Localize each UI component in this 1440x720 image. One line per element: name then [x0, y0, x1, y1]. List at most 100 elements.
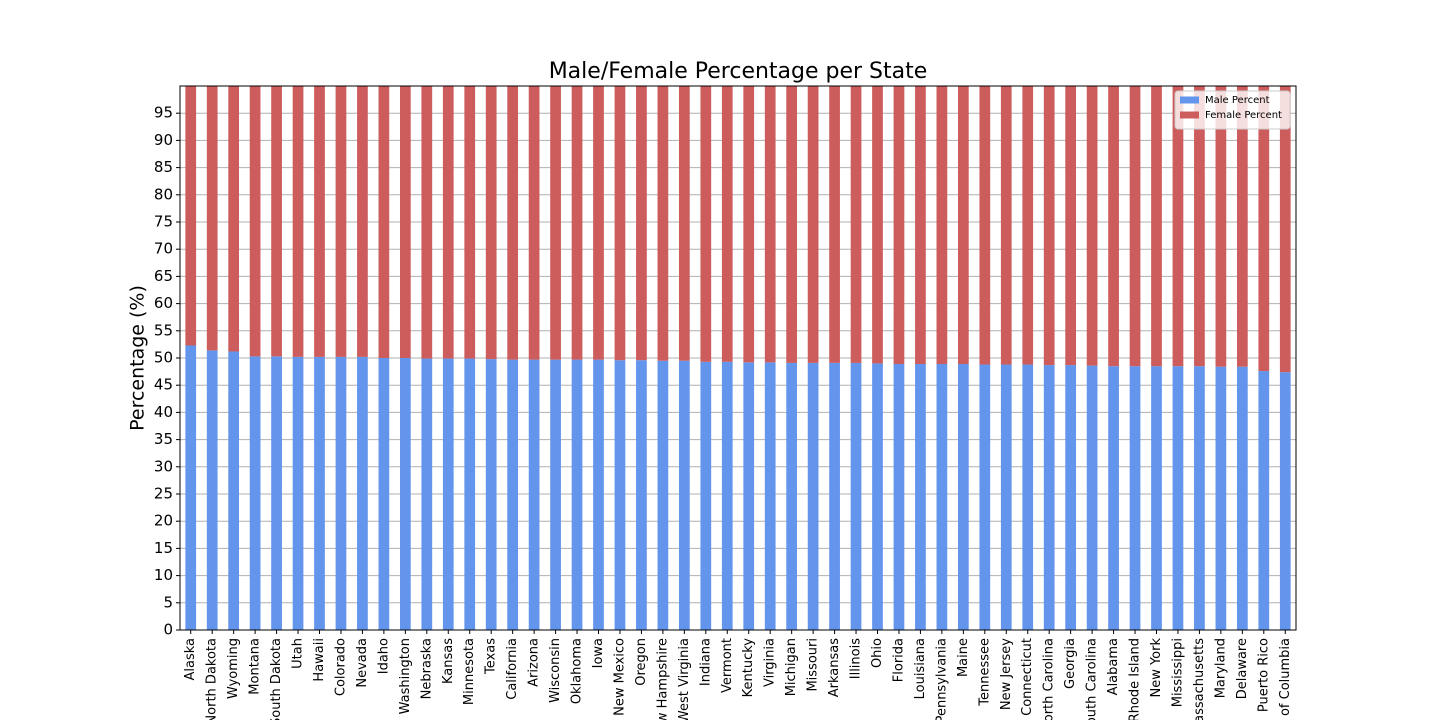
- bar-segment: [378, 358, 390, 630]
- bar-segment: [249, 356, 261, 630]
- bar-segment: [528, 86, 540, 360]
- bar-segment: [1215, 86, 1227, 367]
- bar-segment: [1043, 365, 1055, 630]
- bar-segment: [335, 356, 347, 630]
- bar-segment: [1258, 371, 1270, 630]
- x-tick-label: Maine: [956, 638, 971, 677]
- x-tick-label: Nevada: [355, 638, 370, 688]
- bar-segment: [721, 86, 733, 362]
- x-tick-label: Puerto Rico: [1256, 638, 1271, 712]
- bar-segment: [485, 359, 497, 630]
- bar-segment: [1022, 364, 1034, 630]
- x-tick-label: West Virginia: [677, 638, 692, 720]
- bar-segment: [1236, 86, 1248, 367]
- x-tick-label: Georgia: [1063, 638, 1078, 689]
- bar-segment: [936, 363, 948, 630]
- bar-segment: [700, 361, 712, 630]
- bar-segment: [1194, 86, 1205, 367]
- y-tick-label: 10: [154, 566, 173, 584]
- bar-segment: [636, 86, 647, 361]
- y-tick-label: 25: [154, 485, 173, 503]
- bar-segment: [936, 86, 948, 364]
- legend-swatch: [1180, 96, 1199, 104]
- x-tick-label: Washington: [398, 638, 413, 714]
- bar-segment: [1000, 364, 1012, 630]
- bar-segment: [185, 345, 197, 630]
- x-tick-label: Idaho: [376, 638, 391, 674]
- legend-swatch: [1180, 111, 1199, 119]
- x-tick-label: South Dakota: [269, 638, 284, 720]
- bar-segment: [271, 356, 282, 630]
- x-tick-label: New Jersey: [999, 638, 1014, 710]
- x-tick-label: Wyoming: [226, 638, 241, 699]
- x-tick-label: Colorado: [333, 638, 348, 696]
- y-tick-label: 95: [154, 104, 173, 122]
- y-tick-label: 60: [154, 294, 173, 312]
- x-tick-label: Kansas: [441, 638, 456, 684]
- bar-segment: [593, 86, 604, 360]
- y-tick-label: 5: [163, 593, 173, 611]
- bar-segment: [786, 362, 798, 630]
- x-tick-label: Delaware: [1235, 638, 1250, 699]
- x-tick-label: Ohio: [870, 638, 885, 668]
- bar-segment: [915, 86, 926, 364]
- bar-segment: [1279, 86, 1291, 373]
- y-tick-label: 0: [163, 621, 173, 639]
- x-tick-label: Missouri: [806, 638, 821, 692]
- bar-segment: [1043, 86, 1055, 366]
- bar-segment: [1151, 86, 1162, 367]
- bar-segment: [678, 360, 690, 630]
- bar-segment: [893, 86, 905, 364]
- x-tick-label: Minnesota: [462, 638, 477, 705]
- bar-segment: [721, 361, 733, 630]
- x-tick-label: Texas: [484, 638, 499, 675]
- legend-label: Female Percent: [1205, 110, 1282, 121]
- bar-segment: [1129, 366, 1141, 630]
- bar-segment: [764, 362, 776, 630]
- y-tick-label: 85: [154, 158, 173, 176]
- y-tick-label: 90: [154, 131, 173, 149]
- bar-segment: [829, 86, 840, 363]
- bar-segment: [421, 358, 433, 630]
- bar-segment: [249, 86, 261, 357]
- x-tick-label: Tennessee: [977, 638, 992, 707]
- bar-segment: [872, 86, 883, 364]
- bar-segment: [1129, 86, 1141, 367]
- y-tick-label: 45: [154, 376, 173, 394]
- bar-segment: [550, 86, 561, 360]
- bar-segment: [1065, 86, 1077, 366]
- plot-frame: [179, 85, 1297, 631]
- y-tick-label: 40: [154, 403, 173, 421]
- y-tick-label: 50: [154, 349, 173, 367]
- bar-segment: [593, 359, 604, 630]
- bar-segment: [571, 86, 583, 360]
- x-tick-label: Pennsylvania: [934, 638, 949, 720]
- x-tick-label: Montana: [248, 638, 263, 695]
- bar-segment: [678, 86, 690, 361]
- x-tick-label: South Carolina: [1085, 638, 1100, 720]
- bar-segment: [206, 350, 218, 630]
- bar-segment: [442, 358, 454, 630]
- y-tick-label: 20: [154, 512, 173, 530]
- bar-segment: [915, 363, 926, 630]
- x-tick-label: Oregon: [634, 638, 649, 686]
- x-tick-label: Florida: [891, 638, 906, 682]
- bar-segment: [1000, 86, 1012, 365]
- bar-segment: [1086, 365, 1098, 630]
- bar-segment: [657, 86, 669, 361]
- x-tick-label: Alaska: [183, 638, 198, 681]
- bar-segment: [957, 363, 969, 630]
- y-tick-label: 30: [154, 457, 173, 475]
- x-tick-label: Hawaii: [312, 638, 327, 682]
- bar-segment: [292, 86, 304, 357]
- x-tick-label: Oklahoma: [570, 638, 585, 704]
- x-tick-label: Arkansas: [827, 638, 842, 697]
- legend-label: Male Percent: [1205, 95, 1270, 106]
- bar-segment: [571, 359, 583, 630]
- bar-segment: [1108, 366, 1119, 630]
- y-tick-label: 35: [154, 430, 173, 448]
- x-tick-label: New York: [1149, 638, 1164, 698]
- x-tick-label: Indiana: [698, 638, 713, 686]
- x-tick-label: New Mexico: [612, 638, 627, 716]
- bar-segment: [464, 86, 476, 359]
